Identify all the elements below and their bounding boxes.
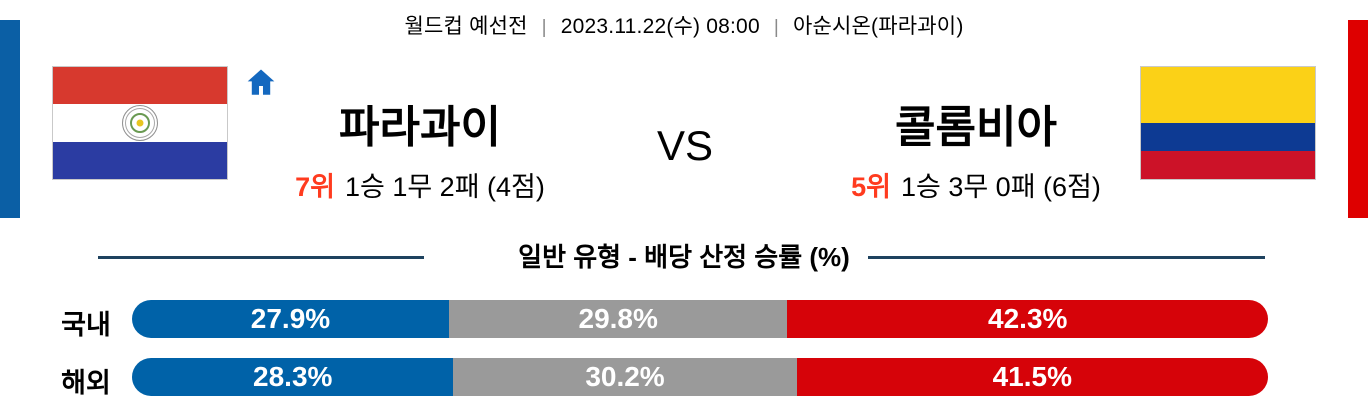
odds-value: 42.3% [988, 303, 1068, 334]
home-team-record: 1승 1무 2패 (4점) [344, 172, 545, 202]
away-team-record-row: 5위 1승 3무 0패 (6점) [836, 165, 1116, 204]
away-team-record: 1승 3무 0패 (6점) [900, 172, 1101, 202]
odds-value: 29.8% [578, 303, 658, 334]
flag-stripe [1141, 151, 1315, 179]
emblem-star [136, 119, 144, 127]
paraguay-emblem [122, 105, 158, 141]
odds-value: 27.9% [250, 303, 331, 334]
odds-row-label-domestic: 국내 [61, 310, 111, 340]
match-datetime: 2023.11.22(수) 08:00 [560, 15, 760, 38]
odds-segment-gray: 29.8% [448, 300, 788, 338]
odds-value: 28.3% [253, 361, 333, 392]
away-team-name: 콜롬비아 [895, 103, 1057, 152]
flag-stripe [53, 67, 227, 105]
home-team-rank: 7위 [295, 172, 335, 202]
home-icon [247, 69, 275, 95]
flag-stripe [1141, 67, 1315, 123]
odds-segment-red: 41.5% [796, 358, 1268, 396]
section-divider-right [868, 256, 1265, 259]
vs-label: VS [656, 122, 714, 169]
right-accent-bar [1348, 20, 1368, 218]
header-separator: | [541, 17, 547, 38]
section-divider-left [98, 256, 424, 259]
odds-value: 30.2% [585, 361, 665, 392]
competition-label: 월드컵 예선전 [404, 15, 528, 38]
odds-bar-overseas: 28.3% 30.2% 41.5% [132, 358, 1268, 396]
odds-bar-domestic: 27.9% 29.8% 42.3% [132, 300, 1268, 338]
paraguay-flag [52, 66, 228, 180]
home-team-record-row: 7위 1승 1무 2패 (4점) [280, 165, 560, 204]
odds-segment-blue: 28.3% [132, 358, 454, 396]
odds-segment-red: 42.3% [787, 300, 1268, 338]
odds-row-label-overseas: 해외 [61, 368, 111, 398]
away-team-rank: 5위 [851, 172, 891, 202]
colombia-flag [1140, 66, 1316, 180]
away-team: 콜롬비아 5위 1승 3무 0패 (6점) [836, 104, 1116, 204]
home-team-name: 파라과이 [339, 103, 501, 152]
flag-stripe [1141, 123, 1315, 151]
odds-segment-blue: 27.9% [132, 300, 449, 338]
left-accent-bar [0, 20, 20, 218]
emblem-wreath [130, 113, 150, 133]
header-separator: | [773, 17, 779, 38]
flag-stripe [53, 141, 227, 179]
match-venue: 아순시온(파라과이) [792, 15, 964, 38]
odds-value: 41.5% [992, 361, 1072, 392]
section-title: 일반 유형 - 배당 산정 승률 (%) [518, 242, 850, 272]
home-team: 파라과이 7위 1승 1무 2패 (4점) [280, 104, 560, 204]
match-info-header: 월드컵 예선전 | 2023.11.22(수) 08:00 | 아순시온(파라과이) [0, 15, 1368, 40]
odds-segment-gray: 30.2% [453, 358, 797, 396]
